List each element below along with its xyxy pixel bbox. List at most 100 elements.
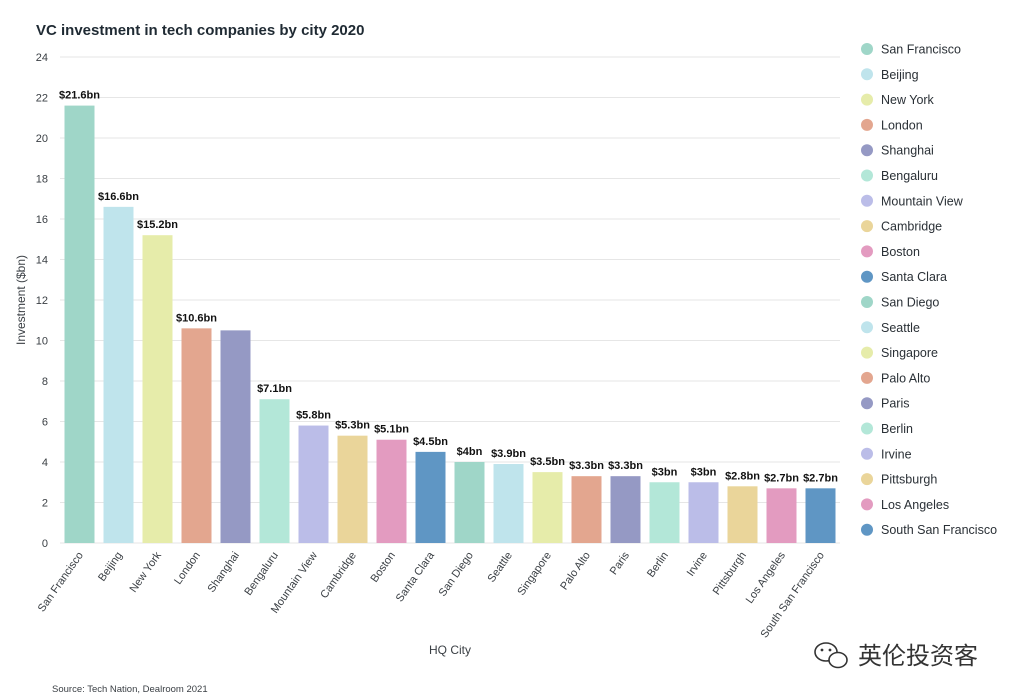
x-tick-label: San Francisco [36,550,86,614]
data-label: $5.3bn [335,420,370,432]
legend-swatch [861,473,873,486]
x-tick-label: Boston [368,550,397,585]
data-label: $3.9bn [491,448,526,460]
legend-label: Bengaluru [881,169,938,183]
x-tick-label: Santa Clara [394,549,438,604]
data-label: $10.6bn [176,312,217,324]
bar [493,464,524,543]
legend-label: San Francisco [881,43,961,57]
data-label: $3bn [691,466,717,478]
x-tick-label: New York [127,549,164,594]
y-tick-label: 4 [42,457,48,469]
x-tick-label: Shanghai [205,550,242,595]
legend-label: Singapore [881,346,938,360]
bar [142,235,173,543]
y-tick-label: 2 [42,498,48,510]
watermark: 英伦投资客 [814,642,978,670]
x-tick-label: Beijing [96,550,125,584]
bar [805,488,836,543]
bar [376,439,407,543]
data-label: $3.3bn [569,460,604,472]
data-label: $15.2bn [137,219,178,231]
legend-swatch [861,422,873,435]
bar [259,399,290,543]
y-tick-label: 18 [36,174,48,186]
data-label: $4.5bn [413,436,448,448]
data-label: $5.1bn [374,424,409,436]
data-label: $3bn [652,466,678,478]
legend-label: New York [881,93,935,107]
bar [688,482,719,543]
legend-label: Cambridge [881,220,942,234]
y-tick-label: 0 [42,538,48,550]
y-tick-label: 12 [36,295,48,307]
bar [454,462,485,543]
x-tick-label: Berlin [645,550,671,580]
gridlines [60,56,840,544]
data-label: $21.6bn [59,90,100,102]
legend-label: San Diego [881,296,939,310]
legend-label: Palo Alto [881,371,930,385]
bars [64,105,836,543]
bar [337,435,368,543]
legend-label: Paris [881,397,909,411]
bar [649,482,680,543]
legend-swatch [861,346,873,359]
legend: San Francisco Beijing New York London Shangh… [861,43,997,537]
bar [181,328,212,543]
data-label: $3.5bn [530,456,565,468]
bar [220,330,251,543]
x-tick-label: Palo Alto [558,550,593,592]
y-tick-label: 22 [36,93,48,105]
legend-swatch [861,447,873,460]
legend-swatch [861,118,873,131]
legend-label: Berlin [881,422,913,436]
legend-swatch [861,194,873,207]
legend-swatch [861,144,873,157]
legend-label: Irvine [881,447,912,461]
legend-label: London [881,118,923,132]
legend-label: Pittsburgh [881,473,937,487]
x-tick-label: San Diego [437,550,476,599]
y-tick-label: 20 [36,133,48,145]
bar [571,476,602,543]
x-tick-label: Cambridge [318,550,359,601]
data-label: $7.1bn [257,383,292,395]
legend-swatch [861,169,873,182]
x-tick-label: Bengaluru [242,550,281,598]
legend-swatch [861,245,873,258]
data-label: $3.3bn [608,460,643,472]
legend-swatch [861,270,873,283]
data-label: $2.7bn [803,472,838,484]
y-tick-label: 24 [36,52,48,64]
bar [103,206,134,543]
y-tick-label: 16 [36,214,48,226]
x-axis-ticks: San Francisco Beijing New York London Shangh… [36,549,827,640]
wechat-icon [814,642,848,669]
data-label: $2.8bn [725,470,760,482]
legend-label: South San Francisco [881,523,997,537]
data-label: $16.6bn [98,191,139,203]
data-label: $2.7bn [764,472,799,484]
x-tick-label: Irvine [685,550,710,579]
legend-label: Mountain View [881,194,964,208]
bar [610,476,641,543]
legend-swatch [861,498,873,511]
data-labels: $21.6bn $16.6bn $15.2bn $10.6bn $7.1bn $5.8bn… [59,90,838,485]
y-tick-label: 14 [36,255,48,267]
watermark-text: 英伦投资客 [858,643,978,670]
legend-swatch [861,68,873,81]
x-tick-label: Paris [608,549,632,577]
legend-swatch [861,220,873,233]
bar [766,488,797,543]
chart-title: VC investment in tech companies by city … [36,22,364,39]
x-tick-label: Singapore [515,550,554,598]
legend-label: Shanghai [881,144,934,158]
x-tick-label: London [172,550,203,587]
data-label: $5.8bn [296,410,331,422]
y-tick-label: 10 [36,336,48,348]
x-tick-label: Pittsburgh [711,550,749,597]
legend-label: Santa Clara [881,270,947,284]
legend-swatch [861,371,873,384]
